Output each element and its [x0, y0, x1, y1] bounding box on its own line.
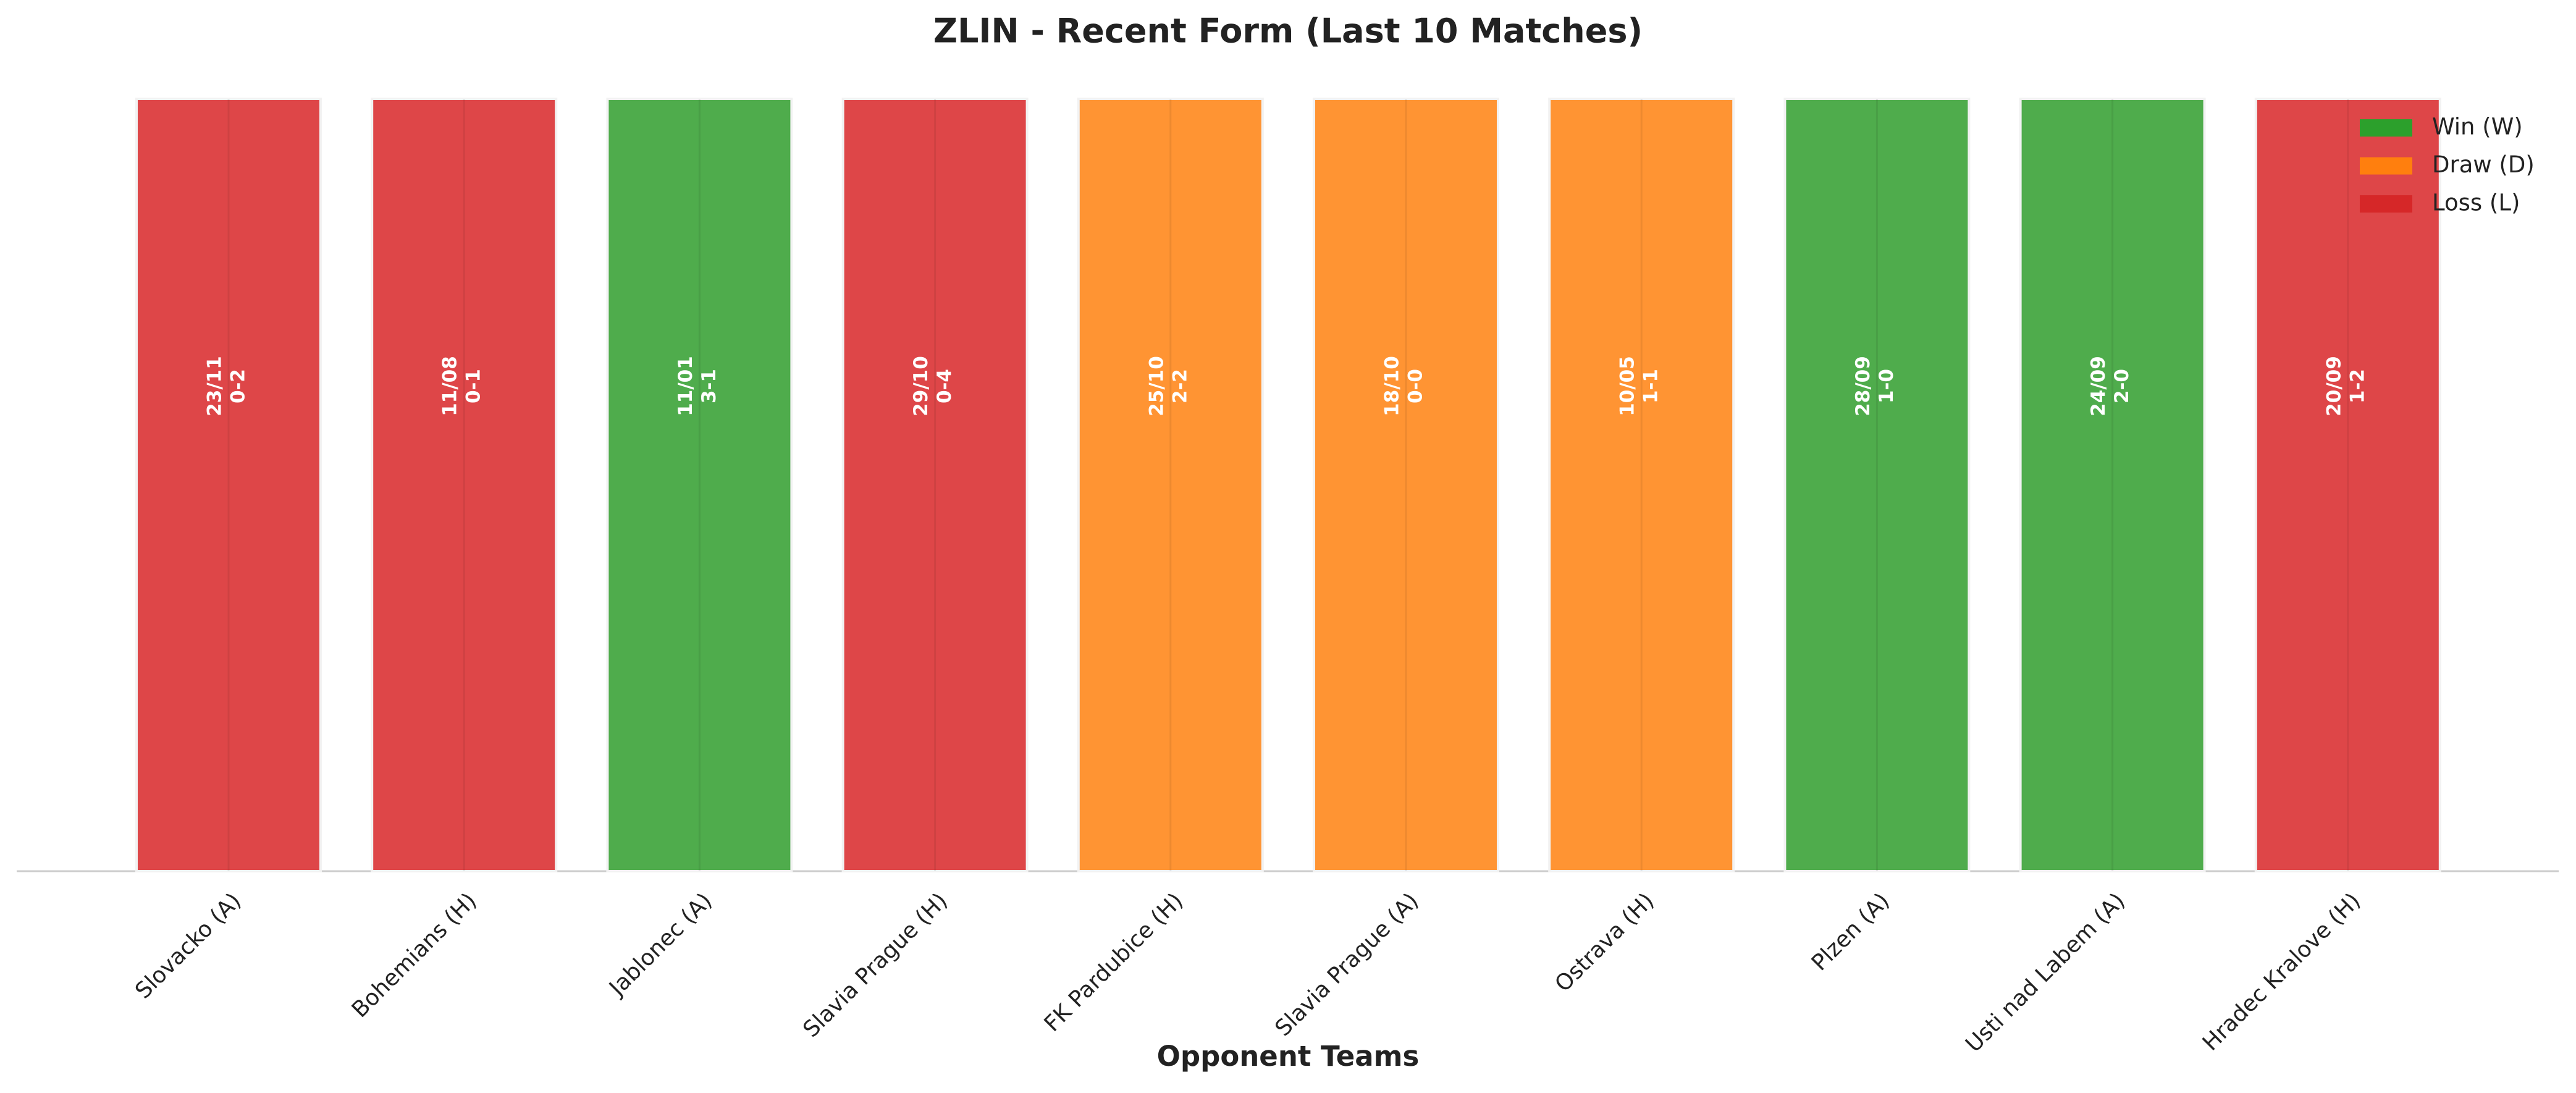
bar — [135, 98, 322, 872]
bar-date-label: 25/10 — [1145, 356, 1168, 416]
legend-swatch — [2360, 157, 2412, 175]
bar — [1548, 98, 1735, 872]
bar-date-label: 24/09 — [2087, 356, 2110, 416]
legend-label: Win (W) — [2432, 114, 2523, 140]
bar-date-label: 28/09 — [1852, 356, 1874, 416]
bar-date-label: 11/01 — [675, 356, 697, 416]
bar — [606, 98, 793, 872]
bar — [1783, 98, 1971, 872]
bar-score-label: 0-1 — [463, 369, 485, 403]
bar-date-label: 11/08 — [439, 356, 461, 416]
bar-score-label: 0-2 — [227, 369, 250, 403]
bar-date-label: 10/05 — [1617, 356, 1639, 416]
bar — [371, 98, 558, 872]
bar-date-label: 29/10 — [910, 356, 932, 416]
legend-swatch — [2360, 195, 2412, 213]
bar — [841, 98, 1029, 872]
legend-label: Draw (D) — [2432, 151, 2535, 178]
bar-date-label: 18/10 — [1381, 356, 1404, 416]
bar-date-label: 23/11 — [204, 356, 226, 416]
bar-score-label: 3-1 — [698, 369, 720, 403]
x-axis-label: Opponent Teams — [1157, 1040, 1420, 1073]
bar-score-label: 1-0 — [1875, 369, 1898, 403]
bar-score-label: 1-2 — [2346, 369, 2368, 403]
bar — [2019, 98, 2206, 872]
bar-score-label: 2-0 — [2111, 369, 2133, 403]
bar — [1313, 98, 1499, 872]
bar-score-label: 0-0 — [1405, 369, 1427, 403]
chart-title: ZLIN - Recent Form (Last 10 Matches) — [933, 12, 1643, 51]
legend-swatch — [2360, 119, 2412, 137]
legend-label: Loss (L) — [2432, 190, 2520, 216]
bar — [2254, 98, 2441, 872]
bar-score-label: 1-1 — [1640, 369, 1662, 403]
bar-score-label: 0-4 — [933, 369, 956, 403]
bar-score-label: 2-2 — [1169, 369, 1191, 403]
bar — [1077, 98, 1264, 872]
bar-date-label: 20/09 — [2323, 356, 2345, 416]
